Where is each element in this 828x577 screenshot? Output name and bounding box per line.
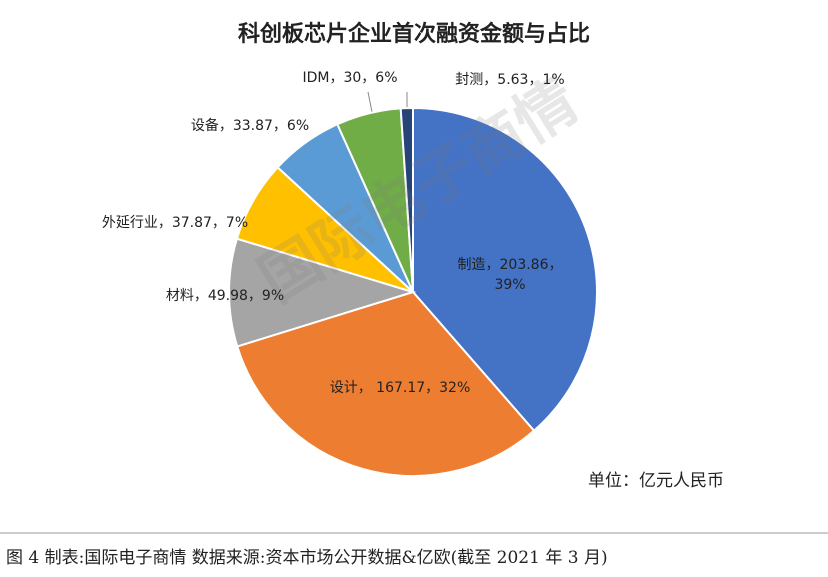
- caption: 图 4 制表:国际电子商情 数据来源:资本市场公开数据&亿欧(截至 2021 年…: [6, 548, 608, 568]
- data-label: 设计， 167.17，32%: [329, 380, 471, 396]
- data-label: 制造，203.86，39%: [457, 257, 563, 293]
- pie-slice: [399, 106, 414, 293]
- data-label: 外延行业，37.87，7%: [101, 215, 249, 231]
- data-label: 材料，49.98，9%: [165, 288, 285, 304]
- chart-title: 科创板芯片企业首次融资金额与占比: [237, 22, 590, 47]
- unit-note: 单位：亿元人民币: [588, 471, 724, 491]
- data-label: 设备，33.87，6%: [190, 118, 310, 134]
- leader-line: [367, 91, 373, 113]
- pie-slice: [412, 106, 598, 433]
- data-label: IDM，30，6%: [302, 70, 398, 86]
- pie-slice: [228, 237, 417, 348]
- pie-slice: [235, 290, 536, 477]
- data-label: 封测，5.63，1%: [455, 72, 565, 88]
